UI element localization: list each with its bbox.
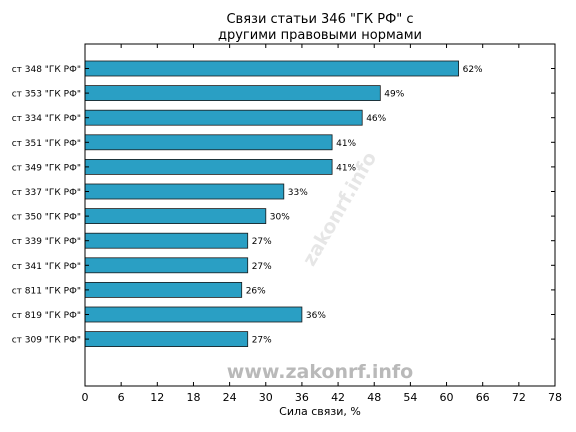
bar	[84, 60, 460, 77]
data-label: 33%	[288, 188, 308, 198]
category-label: ст 341 "ГК РФ"	[12, 262, 81, 272]
category-label: ст 819 "ГК РФ"	[12, 311, 81, 321]
data-label: 41%	[336, 139, 356, 149]
x-axis-title: Сила связи, %	[279, 405, 361, 418]
bars-group	[84, 60, 460, 348]
bar	[84, 257, 249, 274]
data-label: 27%	[252, 262, 272, 272]
category-label: ст 353 "ГК РФ"	[12, 90, 81, 100]
x-tick-label: 6	[118, 391, 125, 404]
category-label: ст 351 "ГК РФ"	[12, 139, 81, 149]
data-labels: 62% 49% 46% 41% 41% 33% 30% 27% 27% 26% 36% 27%	[246, 65, 483, 346]
bar	[84, 109, 363, 126]
category-label: ст 337 "ГК РФ"	[12, 188, 81, 198]
x-tick-label: 24	[223, 391, 237, 404]
category-label: ст 350 "ГК РФ"	[12, 213, 81, 223]
data-label: 36%	[306, 311, 326, 321]
watermark-text: www.zakonrf.info	[227, 361, 413, 383]
bar	[84, 183, 285, 200]
data-label: 62%	[463, 65, 483, 75]
data-label: 46%	[366, 114, 386, 124]
data-label: 27%	[252, 237, 272, 247]
data-label: 41%	[336, 163, 356, 173]
data-label: 26%	[246, 286, 266, 296]
x-tick-label: 36	[295, 391, 309, 404]
data-label: 49%	[384, 90, 404, 100]
x-tick-label: 12	[150, 391, 164, 404]
chart-title-line-1: Связи статьи 346 "ГК РФ" с	[226, 12, 413, 27]
x-tick-label: 18	[186, 391, 200, 404]
x-axis-ticks: 0 6 12 18 24 30 36 42 48 54 60 66 72 78	[82, 44, 562, 404]
x-tick-label: 54	[403, 391, 417, 404]
x-tick-label: 72	[512, 391, 526, 404]
category-label: ст 349 "ГК РФ"	[12, 163, 81, 173]
category-label: ст 348 "ГК РФ"	[12, 65, 81, 75]
category-label: ст 811 "ГК РФ"	[12, 286, 81, 296]
chart-title: Связи статьи 346 "ГК РФ" с другими право…	[218, 12, 422, 43]
bar	[84, 331, 249, 348]
bar	[84, 208, 267, 225]
plot-area-frame	[84, 43, 556, 387]
bar	[84, 281, 243, 298]
data-label: 27%	[252, 336, 272, 346]
data-label: 30%	[270, 213, 290, 223]
chart-title-line-2: другими правовыми нормами	[218, 28, 422, 43]
category-labels: ст 348 "ГК РФ" ст 353 "ГК РФ" ст 334 "ГК Р…	[12, 65, 555, 346]
bar	[84, 306, 303, 323]
x-tick-label: 0	[82, 391, 89, 404]
x-tick-label: 78	[548, 391, 562, 404]
bar	[84, 85, 381, 101]
bar	[84, 232, 249, 249]
x-tick-label: 66	[476, 391, 490, 404]
category-label: ст 309 "ГК РФ"	[12, 336, 81, 346]
x-tick-label: 60	[440, 391, 454, 404]
category-label: ст 334 "ГК РФ"	[12, 114, 81, 124]
x-tick-label: 42	[331, 391, 345, 404]
x-tick-label: 48	[367, 391, 381, 404]
x-tick-label: 30	[259, 391, 273, 404]
category-label: ст 339 "ГК РФ"	[12, 237, 81, 247]
bar	[84, 158, 333, 175]
bar	[84, 134, 333, 151]
